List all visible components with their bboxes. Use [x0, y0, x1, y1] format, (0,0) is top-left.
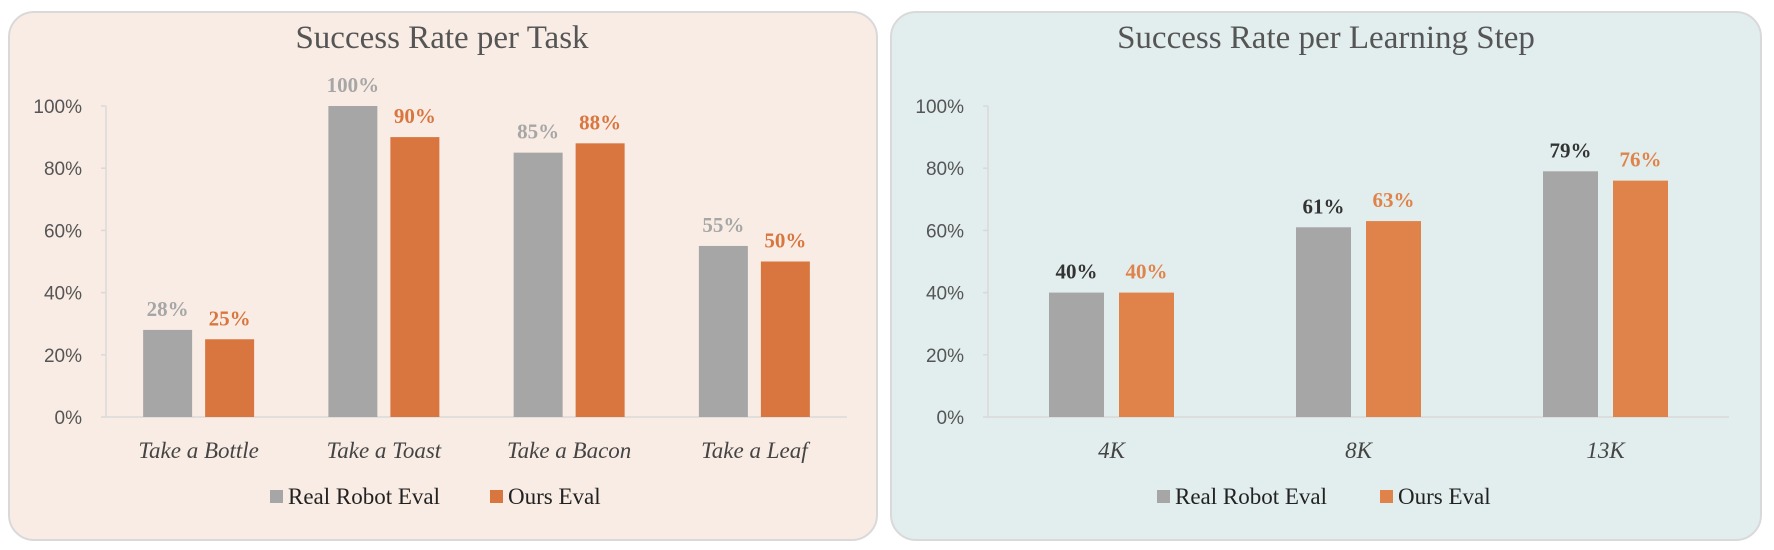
y-tick-label: 60% — [926, 221, 964, 242]
category-label: 4K — [1098, 438, 1127, 463]
chart-title: Success Rate per Learning Step — [1117, 20, 1535, 56]
y-tick-label: 20% — [926, 346, 964, 367]
category-label: Take a Bacon — [507, 438, 631, 463]
legend-label: Real Robot Eval — [1175, 484, 1327, 509]
y-tick-label: 0% — [55, 408, 83, 429]
category-label: Take a Leaf — [701, 438, 811, 463]
bar-ours-eval — [205, 339, 255, 417]
data-label: 76% — [1620, 148, 1662, 172]
y-tick-label: 20% — [44, 346, 82, 367]
y-tick-label: 100% — [915, 97, 964, 118]
data-label: 100% — [327, 73, 380, 97]
legend-label: Ours Eval — [508, 484, 601, 509]
bar-ours-eval — [575, 143, 625, 417]
legend-swatch — [490, 490, 503, 503]
bar-ours-eval — [760, 261, 810, 417]
bar-real-robot-eval — [328, 106, 378, 417]
legend-label: Real Robot Eval — [288, 484, 440, 509]
data-label: 40% — [1056, 260, 1098, 284]
data-label: 79% — [1550, 138, 1592, 162]
y-tick-label: 80% — [44, 159, 82, 180]
y-tick-label: 40% — [44, 284, 82, 305]
bar-real-robot-eval — [513, 152, 563, 417]
data-label: 25% — [209, 306, 251, 330]
bar-real-robot-eval — [1049, 292, 1104, 417]
data-label: 55% — [702, 213, 744, 237]
data-label: 28% — [147, 297, 189, 321]
category-label: 13K — [1586, 438, 1626, 463]
legend-swatch — [1157, 490, 1170, 503]
category-label: 8K — [1345, 438, 1374, 463]
legend-label: Ours Eval — [1398, 484, 1491, 509]
bar-real-robot-eval — [1543, 171, 1598, 417]
legend-swatch — [270, 490, 283, 503]
data-label: 90% — [394, 104, 436, 128]
chart-title: Success Rate per Task — [295, 20, 589, 56]
bar-ours-eval — [1366, 221, 1421, 417]
y-tick-label: 80% — [926, 159, 964, 180]
data-label: 40% — [1126, 260, 1168, 284]
legend-swatch — [1380, 490, 1393, 503]
y-tick-label: 0% — [937, 408, 965, 429]
category-label: Take a Toast — [327, 438, 442, 463]
data-label: 85% — [517, 120, 559, 144]
bar-ours-eval — [390, 137, 440, 417]
bar-real-robot-eval — [143, 329, 193, 417]
y-tick-label: 100% — [33, 97, 82, 118]
data-label: 50% — [764, 229, 806, 253]
category-label: Take a Bottle — [138, 438, 259, 463]
data-label: 61% — [1303, 194, 1345, 218]
data-label: 88% — [579, 110, 621, 134]
bar-ours-eval — [1613, 180, 1668, 417]
y-tick-label: 60% — [44, 221, 82, 242]
data-label: 63% — [1373, 188, 1415, 212]
y-tick-label: 40% — [926, 284, 964, 305]
bar-real-robot-eval — [1296, 227, 1351, 417]
bar-ours-eval — [1119, 292, 1174, 417]
bar-real-robot-eval — [698, 245, 748, 417]
